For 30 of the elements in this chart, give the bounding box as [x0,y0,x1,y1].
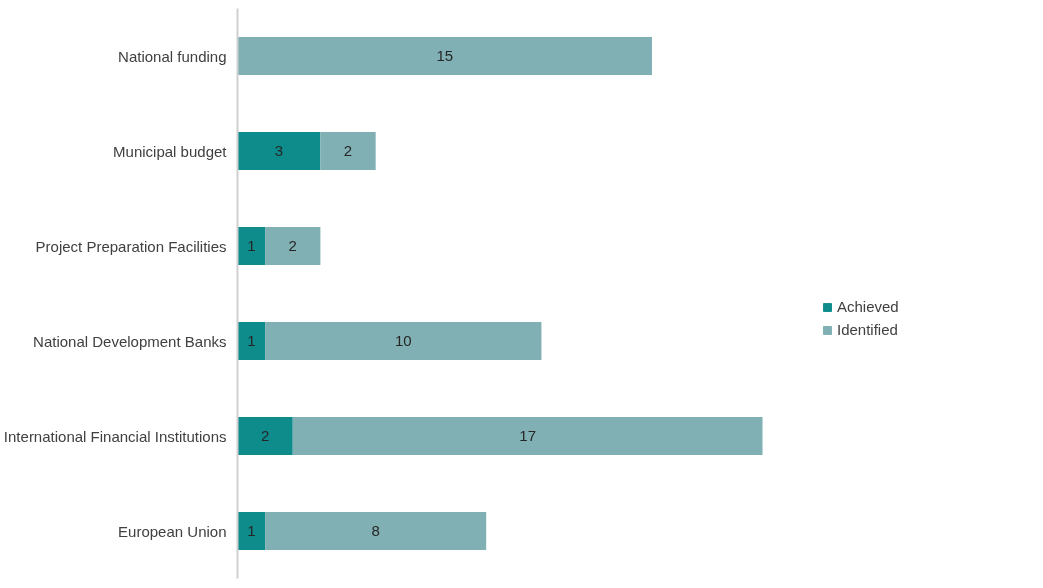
data-label: 15 [436,47,454,64]
data-label: 2 [260,427,270,444]
y-tick-label: Municipal budget [113,142,228,160]
y-tick-label: National funding [118,47,227,65]
bar [237,37,652,75]
bar [237,227,266,265]
y-tick-label: National Development Banks [33,332,227,350]
bar [237,322,266,360]
bar [265,227,321,265]
y-tick-label: European Union [118,522,227,540]
data-label: 17 [519,427,536,444]
data-label: 2 [288,237,297,254]
data-label: 1 [247,522,256,539]
data-label: 10 [394,332,412,349]
data-label: 1 [247,332,256,349]
bar [237,132,321,170]
data-label: 8 [371,522,380,539]
legend-label: Achieved [837,298,899,315]
bar [265,512,487,550]
legend-label: Identified [837,321,898,338]
y-tick-label: Project Preparation Facilities [35,237,227,255]
bar [265,322,542,360]
data-label: 1 [247,237,256,254]
bar [292,417,763,455]
bar [237,417,293,455]
data-label: 3 [274,142,284,159]
bar [320,132,376,170]
data-label: 2 [343,142,353,159]
y-tick-label: International Financial Institutions [3,427,227,445]
bar [237,512,266,550]
